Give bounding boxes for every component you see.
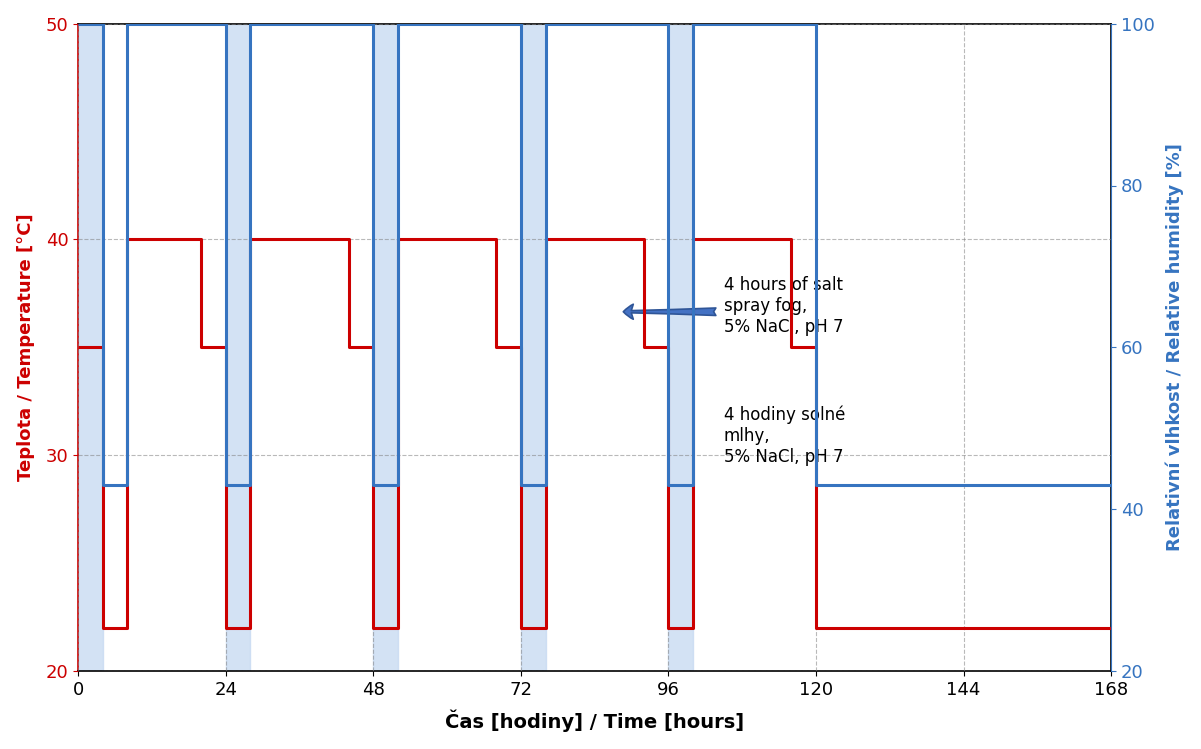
Text: 4 hours of salt
spray fog,
5% NaCl, pH 7: 4 hours of salt spray fog, 5% NaCl, pH 7 bbox=[724, 276, 843, 336]
X-axis label: Čas [hodiny] / Time [hours]: Čas [hodiny] / Time [hours] bbox=[446, 710, 745, 733]
Bar bbox=[78, 24, 103, 671]
Bar bbox=[226, 24, 250, 671]
Y-axis label: Relativní vlhkost / Relative humidity [%]: Relativní vlhkost / Relative humidity [%… bbox=[1166, 143, 1184, 551]
Y-axis label: Teplota / Temperature [°C]: Teplota / Temperature [°C] bbox=[17, 213, 35, 481]
Bar bbox=[669, 24, 693, 671]
Bar bbox=[521, 24, 545, 671]
Text: 4 hodiny solné
mlhy,
5% NaCl, pH 7: 4 hodiny solné mlhy, 5% NaCl, pH 7 bbox=[724, 406, 846, 466]
Bar bbox=[374, 24, 398, 671]
